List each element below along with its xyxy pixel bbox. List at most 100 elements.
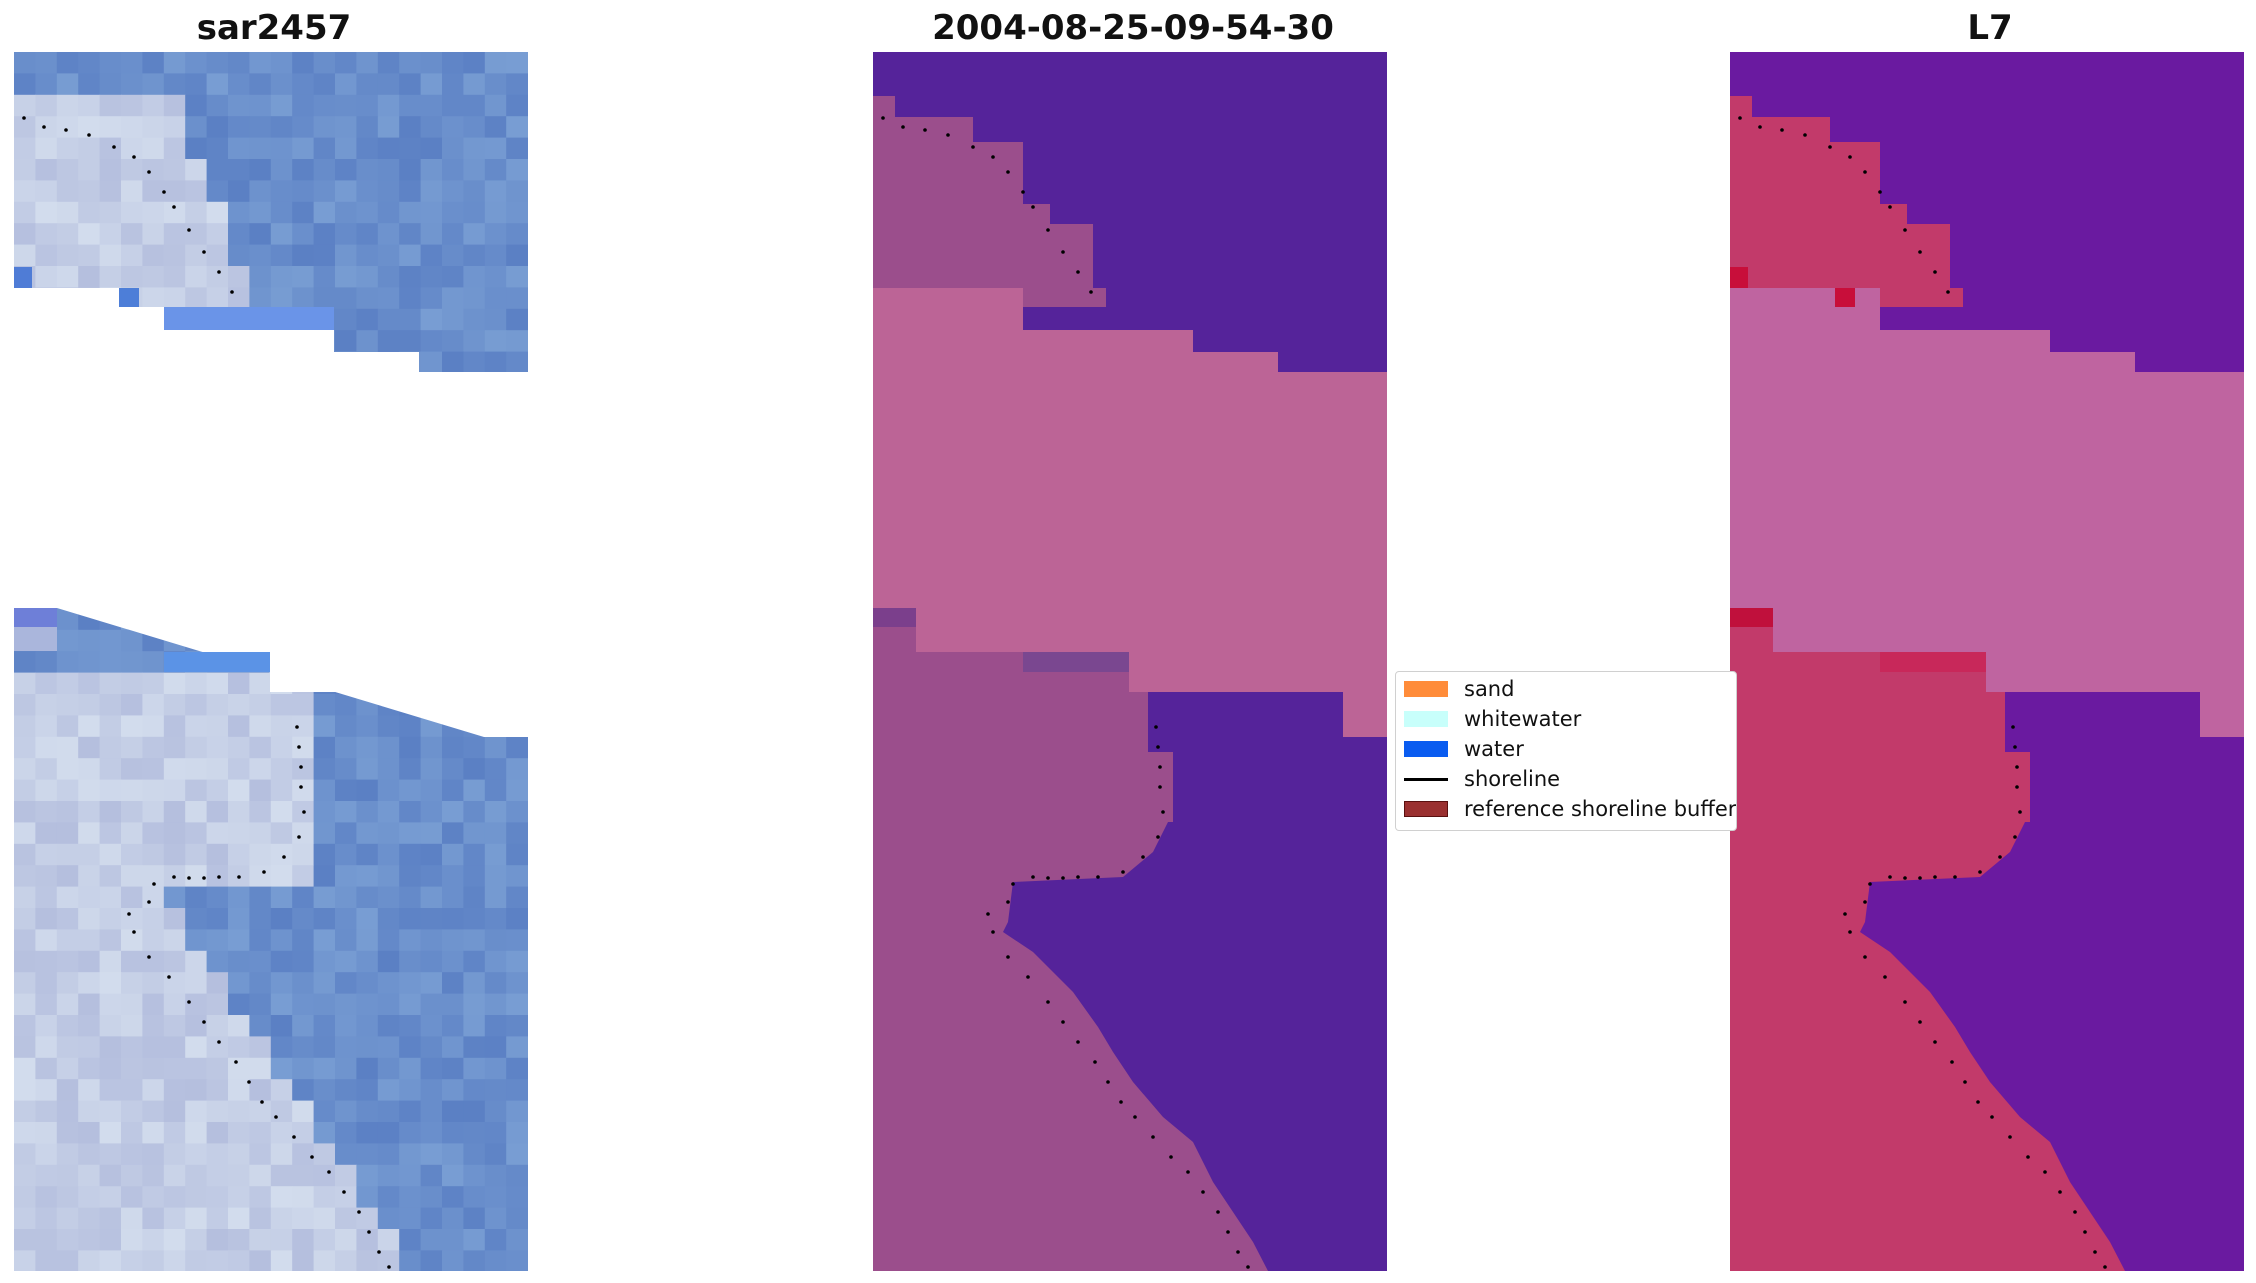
shoreline-dot	[1046, 1000, 1050, 1004]
shoreline-dot	[1151, 1135, 1155, 1139]
shoreline-dot	[1848, 155, 1852, 159]
shoreline-dot	[247, 1080, 251, 1084]
shoreline-dot	[1216, 1210, 1220, 1214]
shoreline-dot	[1978, 870, 1982, 874]
shoreline-dot	[1076, 270, 1080, 274]
classification-panel-date	[873, 52, 1387, 1271]
legend-item-shoreline: shoreline	[1404, 764, 1560, 794]
shoreline-dot	[1828, 145, 1832, 149]
shoreline-dot	[2043, 1170, 2047, 1174]
shoreline-dot	[1888, 875, 1892, 879]
shoreline-dot	[299, 785, 303, 789]
shoreline-dot	[1156, 745, 1160, 749]
shoreline-dot	[237, 875, 241, 879]
shoreline-dot	[230, 290, 234, 294]
shoreline-dot	[1076, 1040, 1080, 1044]
shoreline-dot	[1076, 875, 1080, 879]
shoreline-dot	[1169, 1155, 1173, 1159]
shoreline-dot	[1161, 810, 1165, 814]
shoreline-dot	[2018, 810, 2022, 814]
shoreline-dot	[1121, 870, 1125, 874]
shoreline-dot	[1061, 876, 1065, 880]
shoreline-dot	[1803, 133, 1807, 137]
shoreline-dot	[1868, 882, 1872, 886]
shoreline-dot	[202, 250, 206, 254]
shoreline-dot	[1933, 270, 1937, 274]
shoreline-dot	[187, 1000, 191, 1004]
shoreline-dot	[1006, 955, 1010, 959]
shoreline-dot	[64, 128, 68, 132]
shoreline-dot	[2013, 745, 2017, 749]
shoreline-dot	[187, 876, 191, 880]
shoreline-dot	[172, 205, 176, 209]
shoreline-dot	[1106, 1080, 1110, 1084]
shoreline-dot	[1096, 875, 1100, 879]
legend-label: reference shoreline buffer	[1464, 797, 1737, 821]
shoreline-dot	[147, 170, 151, 174]
shoreline-dot	[1878, 190, 1882, 194]
shoreline-dot	[1888, 205, 1892, 209]
shoreline-dot	[297, 835, 301, 839]
shoreline-dot	[1933, 875, 1937, 879]
shoreline-dot	[1201, 1190, 1205, 1194]
shoreline-dot	[152, 882, 156, 886]
shoreline-dot	[87, 133, 91, 137]
shoreline-dot	[162, 190, 166, 194]
sand-swatch	[1404, 681, 1448, 697]
shoreline-dot	[2093, 1250, 2097, 1254]
shoreline-dot	[1780, 128, 1784, 132]
water-swatch	[1404, 741, 1448, 757]
shoreline-dot	[1011, 882, 1015, 886]
shoreline-dot	[1903, 228, 1907, 232]
shoreline-dot	[1950, 1060, 1954, 1064]
shoreline-dot	[302, 810, 306, 814]
shoreline-dot	[1246, 1265, 1250, 1269]
shoreline-dot	[1031, 875, 1035, 879]
shoreline-dot	[2013, 835, 2017, 839]
shoreline-dot	[986, 912, 990, 916]
shoreline-dot	[187, 228, 191, 232]
shoreline-dot	[299, 765, 303, 769]
classification-panel-l7	[1730, 52, 2244, 1271]
shoreline-dot	[1158, 785, 1162, 789]
shoreline-dot	[1021, 190, 1025, 194]
shoreline-dot	[1006, 900, 1010, 904]
shoreline-dot	[1918, 1020, 1922, 1024]
shoreline-dot	[1843, 912, 1847, 916]
shoreline-dot	[1863, 900, 1867, 904]
shoreline-dot	[147, 955, 151, 959]
shoreline-dot	[2058, 1190, 2062, 1194]
legend-item-water: water	[1404, 734, 1524, 764]
rgb-image-panel	[14, 52, 528, 1271]
shoreline-dot	[1758, 125, 1762, 129]
shoreline-dot	[1089, 290, 1093, 294]
shoreline-dot	[342, 1190, 346, 1194]
shoreline-dot	[1963, 1080, 1967, 1084]
shoreline-dot	[202, 1020, 206, 1024]
shoreline-dot	[2008, 1135, 2012, 1139]
shoreline-dot	[2011, 725, 2015, 729]
shoreline-dot	[2103, 1265, 2107, 1269]
shoreline-dot	[217, 270, 221, 274]
shoreline-dot	[1946, 290, 1950, 294]
shoreline-dot	[1026, 975, 1030, 979]
shoreline-dot	[991, 930, 995, 934]
shoreline-dot	[22, 116, 26, 120]
shoreline-dot	[367, 1230, 371, 1234]
shoreline-dot	[1093, 1060, 1097, 1064]
shoreline-dot	[1883, 975, 1887, 979]
shoreline-dot	[1046, 876, 1050, 880]
shoreline-dot	[1918, 876, 1922, 880]
shoreline-dot	[357, 1210, 361, 1214]
shoreline-dot	[260, 1100, 264, 1104]
shoreline-dot	[2026, 1155, 2030, 1159]
shoreline-line-swatch	[1404, 777, 1448, 781]
shoreline-dot	[1186, 1170, 1190, 1174]
shoreline-dot	[1061, 250, 1065, 254]
shoreline-dot	[167, 975, 171, 979]
shoreline-dot	[1998, 855, 2002, 859]
shoreline-dot	[971, 145, 975, 149]
shoreline-dot	[1918, 250, 1922, 254]
shoreline-dot	[387, 1265, 391, 1269]
shoreline-dot	[292, 1135, 296, 1139]
